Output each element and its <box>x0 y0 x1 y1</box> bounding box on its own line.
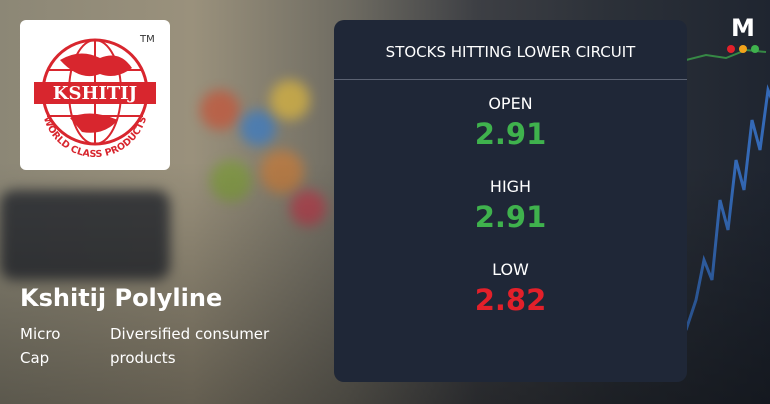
decor <box>200 90 240 130</box>
quote-label: LOW <box>492 260 529 279</box>
company-name: Kshitij Polyline <box>20 284 223 312</box>
quote-value: 2.91 <box>474 117 547 151</box>
decor <box>240 110 276 146</box>
logo-graphic: KSHITIJ WORLD CLASS PRODUCTS TM <box>34 34 156 160</box>
decor <box>290 190 326 226</box>
decor <box>0 190 170 280</box>
decor <box>270 80 310 120</box>
market-cap: Micro Cap <box>20 325 61 367</box>
quote-label: OPEN <box>488 94 533 113</box>
quote-value: 2.82 <box>474 283 547 317</box>
decor <box>260 150 304 194</box>
brand-logo: M <box>731 14 755 42</box>
circuit-panel: STOCKS HITTING LOWER CIRCUIT OPEN 2.91 HIG… <box>334 20 687 382</box>
company-logo: KSHITIJ WORLD CLASS PRODUCTS TM <box>20 20 170 170</box>
sector: Diversified consumer products <box>110 325 270 367</box>
brand-dots <box>727 45 759 53</box>
panel-title: STOCKS HITTING LOWER CIRCUIT <box>334 20 687 80</box>
decor <box>210 160 252 202</box>
quote-value: 2.91 <box>474 200 547 234</box>
quote-label: HIGH <box>489 177 532 196</box>
logo-name: KSHITIJ <box>53 83 137 104</box>
trademark: TM <box>139 34 155 45</box>
